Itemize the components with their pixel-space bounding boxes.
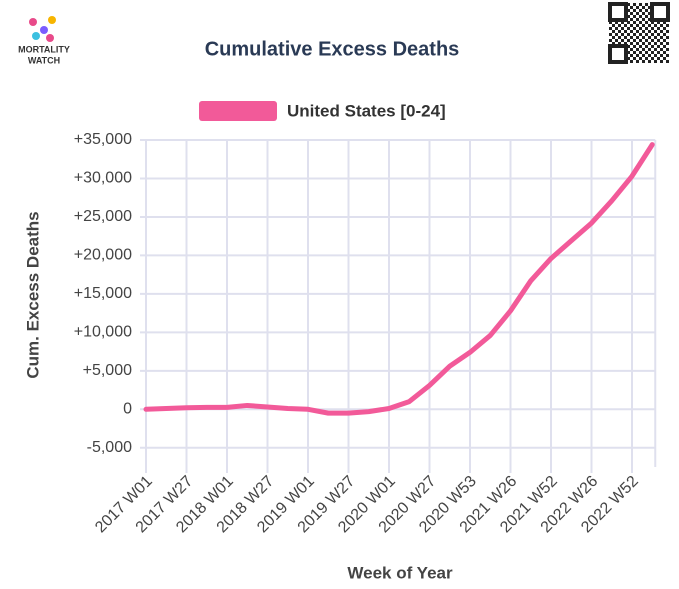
logo: MORTALITY WATCH bbox=[18, 16, 70, 65]
legend-label: United States [0-24] bbox=[287, 101, 446, 120]
logo-text: MORTALITY bbox=[18, 44, 70, 54]
logo-text: WATCH bbox=[28, 55, 60, 65]
y-tick-label: -5,000 bbox=[87, 439, 132, 456]
y-tick-label: +10,000 bbox=[74, 324, 132, 341]
qr-code bbox=[608, 2, 670, 64]
y-tick-label: +5,000 bbox=[83, 362, 132, 379]
y-tick-label: +15,000 bbox=[74, 285, 132, 302]
chart-title: Cumulative Excess Deaths bbox=[205, 38, 460, 60]
y-tick-label: 0 bbox=[123, 401, 132, 418]
y-tick-label: +25,000 bbox=[74, 208, 132, 225]
x-axis-label: Week of Year bbox=[347, 563, 453, 582]
y-tick-label: +30,000 bbox=[74, 170, 132, 187]
y-tick-label: +20,000 bbox=[74, 247, 132, 264]
y-axis-label: Cum. Excess Deaths bbox=[23, 211, 42, 378]
legend-swatch bbox=[199, 101, 277, 121]
y-tick-label: +35,000 bbox=[74, 131, 132, 148]
data-line bbox=[143, 142, 655, 416]
